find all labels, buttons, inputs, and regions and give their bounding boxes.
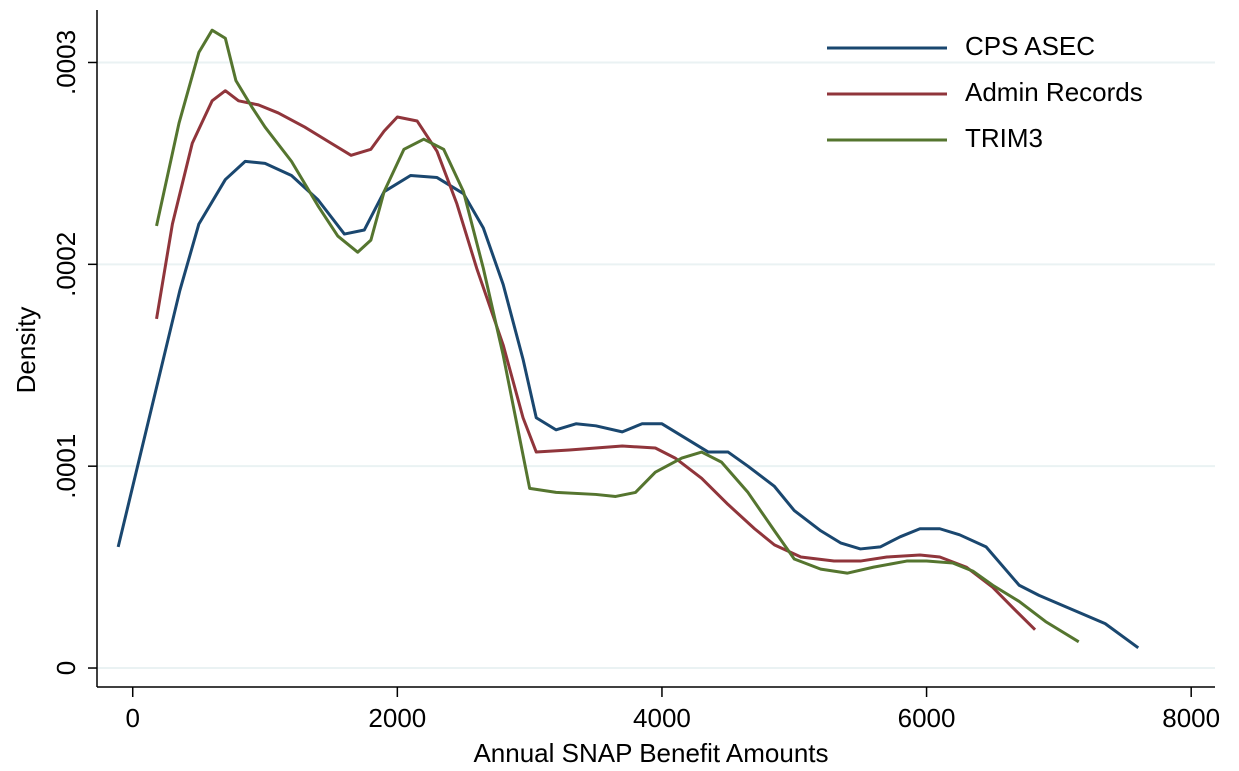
series-line	[155, 28, 1080, 644]
y-tick-label: 0	[51, 661, 81, 675]
legend-label: Admin Records	[965, 77, 1143, 107]
x-tick-label: 0	[125, 703, 139, 733]
x-tick-label: 2000	[368, 703, 426, 733]
legend-label: CPS ASEC	[965, 31, 1095, 61]
series-line	[155, 89, 1037, 631]
x-tick-label: 6000	[898, 703, 956, 733]
x-tick-label: 4000	[633, 703, 691, 733]
y-tick-label: .0001	[51, 434, 81, 499]
legend-label: TRIM3	[965, 123, 1043, 153]
series-line	[116, 159, 1140, 650]
x-axis-label: Annual SNAP Benefit Amounts	[473, 738, 828, 768]
x-tick-label: 8000	[1162, 703, 1220, 733]
y-axis-label: Density	[11, 307, 41, 394]
y-tick-label: .0002	[51, 232, 81, 297]
y-tick-label: .0003	[51, 30, 81, 95]
